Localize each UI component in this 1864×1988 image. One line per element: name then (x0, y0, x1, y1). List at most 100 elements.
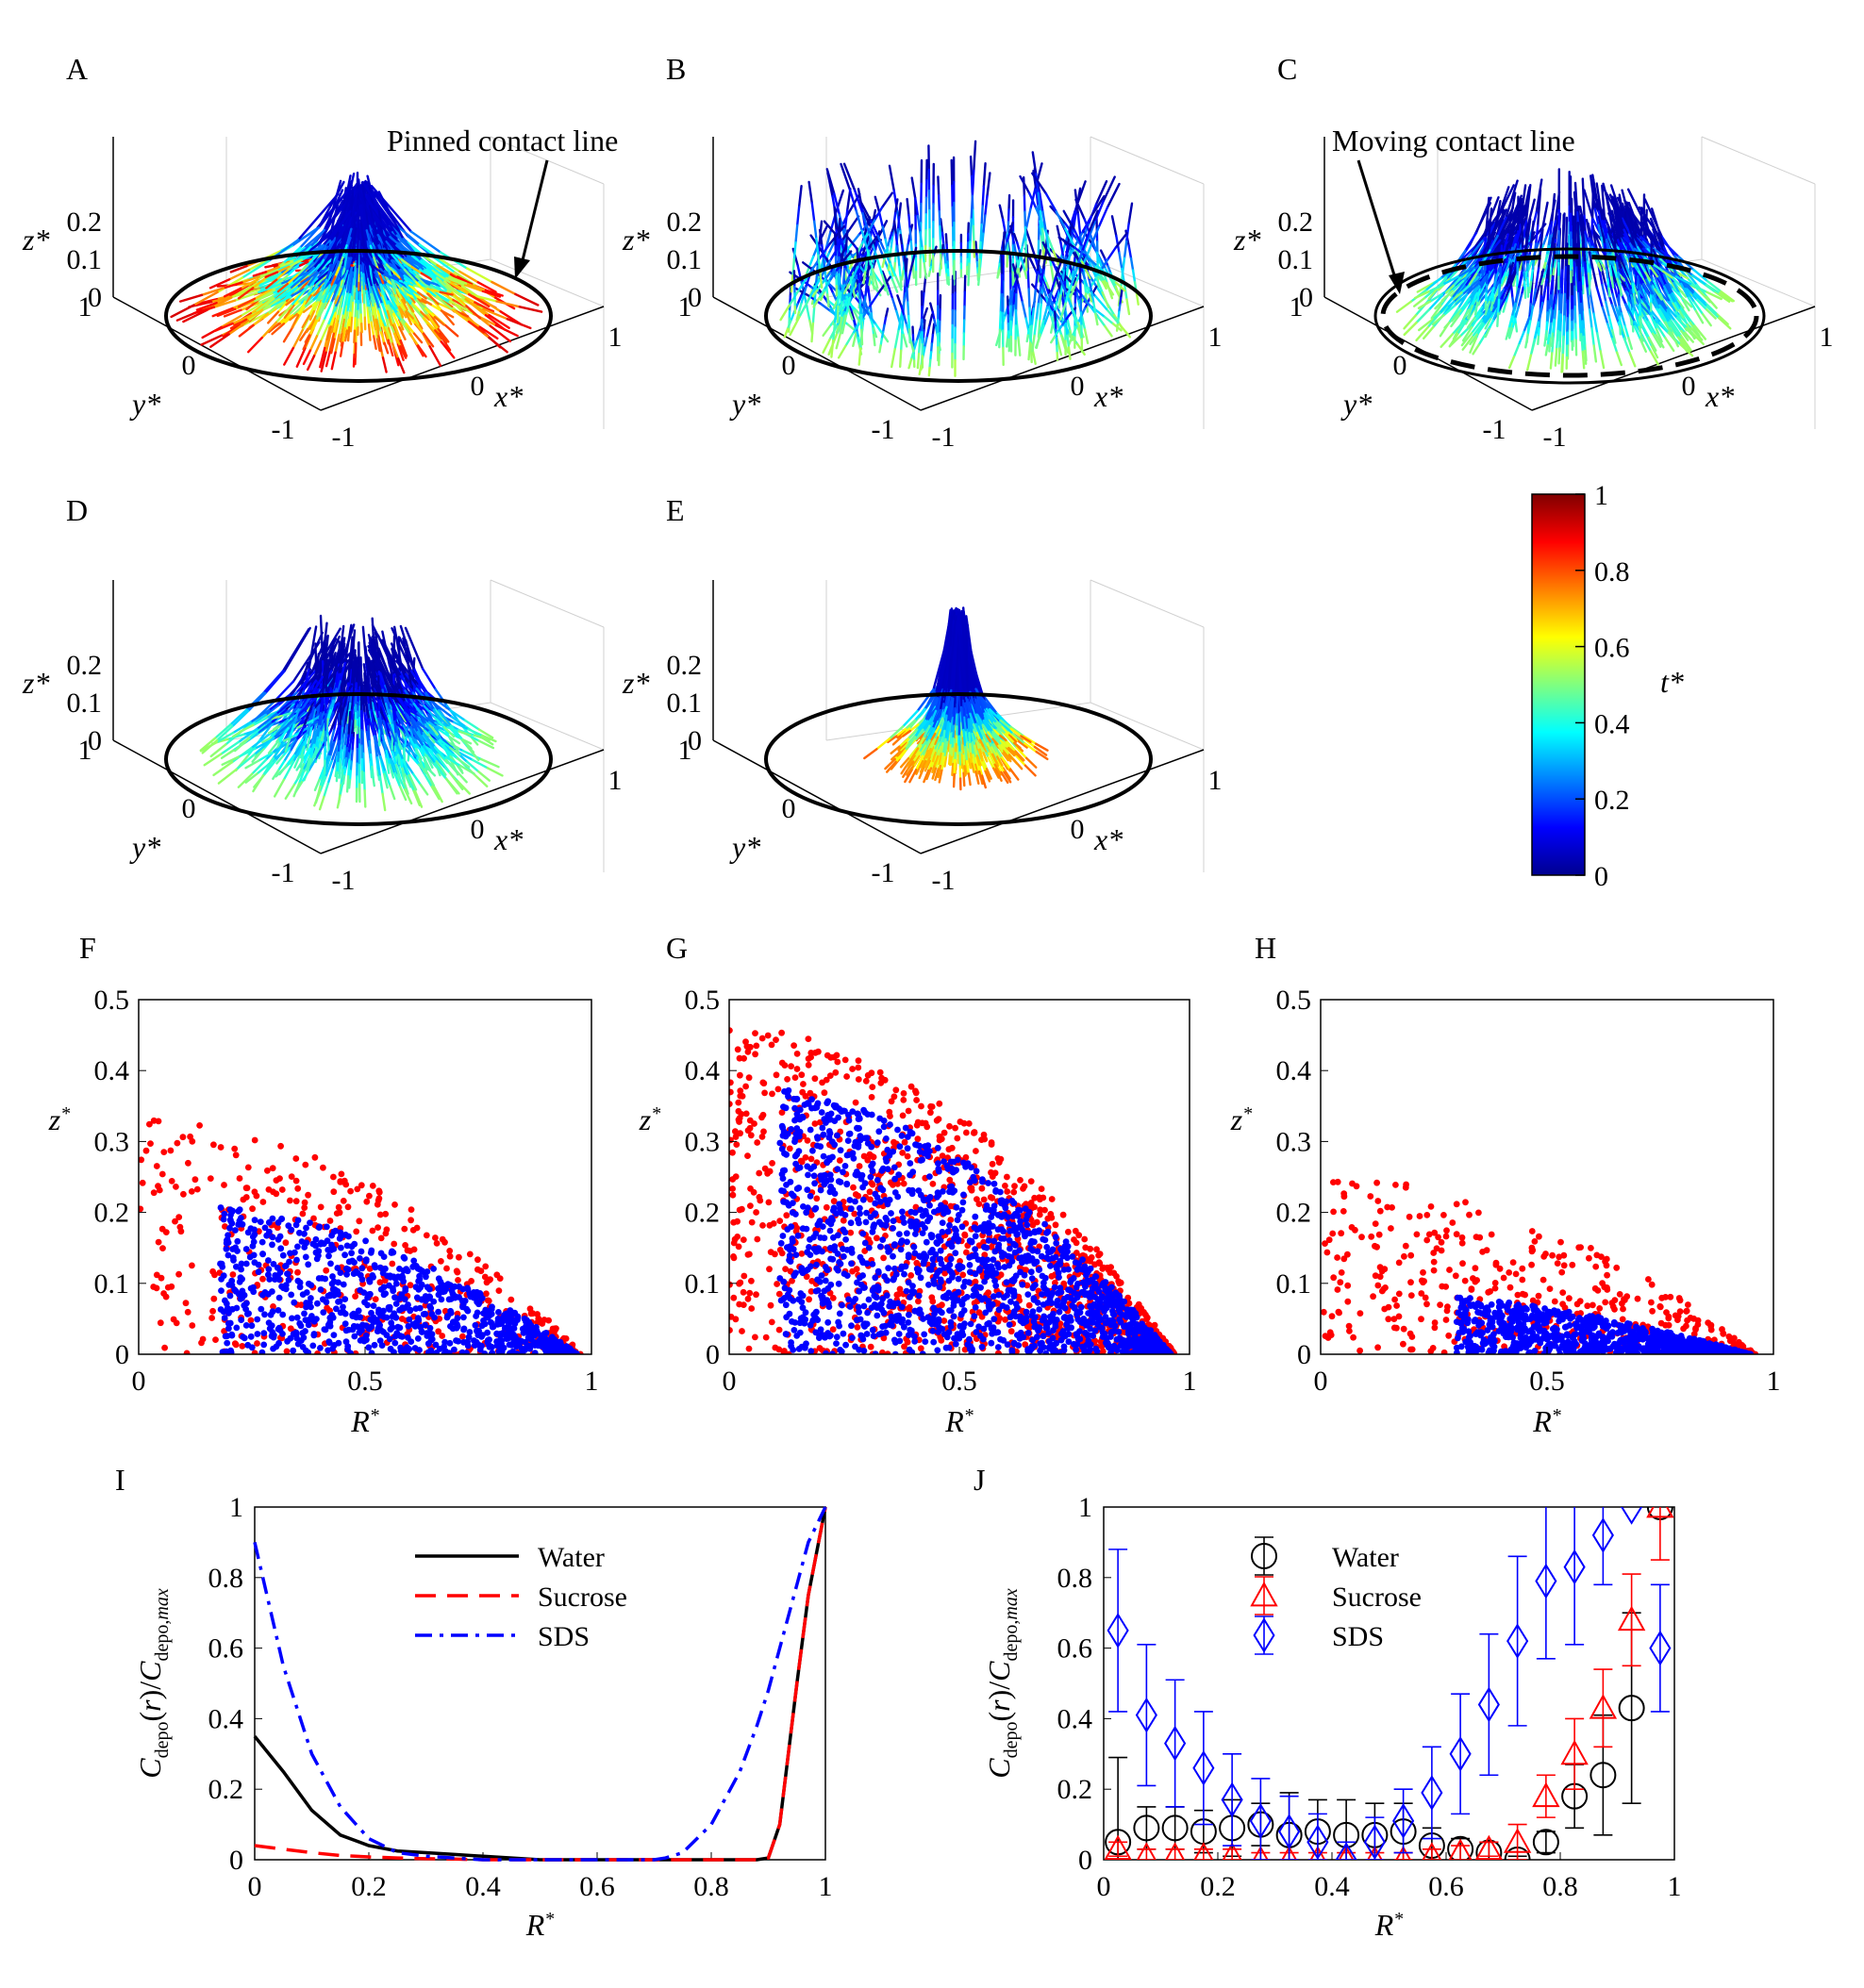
trajectory-segment (308, 302, 318, 317)
trajectory-segment (428, 311, 441, 328)
trajectory-segment (911, 264, 916, 279)
trajectory-segment (1045, 291, 1053, 308)
trajectory-segment (1081, 271, 1087, 282)
trajectory-segment (350, 188, 358, 231)
trajectory-segment (397, 357, 406, 374)
trajectory-segment (1067, 346, 1072, 360)
trajectory-segment (1106, 182, 1121, 209)
trajectory-segment (256, 283, 282, 294)
trajectory-segment (901, 270, 905, 281)
trajectory-segment (1580, 333, 1585, 354)
trajectory-segment (348, 271, 355, 296)
trajectory-segment (828, 285, 835, 295)
trajectory-segment (329, 251, 341, 274)
x-axis-label: x* (493, 822, 523, 856)
y-tick-label: 0 (1393, 350, 1407, 381)
trajectory-segment (420, 272, 433, 280)
trajectory-segment (466, 283, 487, 291)
trajectory-segment (907, 314, 911, 331)
trajectory-segment (428, 345, 442, 367)
trajectory-segment (302, 334, 311, 351)
trajectory-segment (342, 269, 349, 282)
trajectory-segment (334, 266, 341, 278)
trajectory-segment (288, 303, 302, 316)
trajectory-segment (348, 770, 352, 781)
trajectory-segment (875, 240, 884, 257)
y-axis-line (712, 296, 922, 411)
trajectory-segment (946, 268, 950, 279)
trajectory-segment (1627, 337, 1634, 350)
trajectory-segment (791, 257, 796, 277)
trajectory-segment (1610, 275, 1615, 289)
trajectory-segment (1523, 280, 1526, 291)
trajectory-segment (907, 301, 910, 318)
trajectory-segment (884, 307, 890, 319)
trajectory-segment (792, 241, 797, 261)
trajectory-segment (302, 305, 312, 313)
trajectory-segment (298, 260, 309, 267)
trajectory-segment (312, 340, 323, 357)
trajectory-segment (359, 303, 362, 316)
trajectory-segment (1030, 283, 1046, 301)
trajectory-segment (1586, 260, 1590, 275)
trajectory-segment (1523, 271, 1526, 283)
trajectory-segment (1550, 289, 1555, 309)
trajectory-segment (980, 205, 984, 226)
trajectory-segment (349, 295, 353, 314)
trajectory-segment (881, 259, 886, 269)
trajectory-segment (1037, 286, 1042, 306)
trajectory-segment (466, 267, 493, 284)
z-tick-label: 0.2 (67, 207, 103, 238)
trajectory-segment (973, 140, 977, 173)
trajectory-segment (295, 347, 307, 368)
panel-label-f: F (79, 931, 96, 965)
trajectory-segment (819, 270, 824, 290)
trajectory-segment (855, 209, 863, 232)
trajectory-segment (1114, 285, 1120, 294)
trajectory-segment (363, 303, 366, 319)
trajectory-segment (1427, 294, 1444, 311)
trajectory-segment (392, 312, 401, 329)
trajectory-segment (385, 325, 394, 345)
trajectory-segment (216, 307, 237, 318)
trajectory-segment (1563, 265, 1568, 295)
trajectory-segment (350, 227, 358, 259)
trajectory-segment (833, 192, 841, 216)
trajectory-segment (403, 268, 418, 284)
trajectory-segment (1023, 194, 1026, 213)
trajectory-segment (903, 255, 907, 274)
trajectory-segment (905, 272, 908, 290)
trajectory-segment (843, 209, 849, 231)
trajectory-segment (795, 310, 801, 322)
trajectory-segment (893, 329, 900, 351)
trajectory-segment (1674, 310, 1683, 323)
trajectory-segment (234, 300, 255, 310)
trajectory-segment (426, 292, 440, 306)
trajectory-segment (383, 341, 390, 355)
trajectory-segment (396, 343, 405, 361)
trajectory-segment (1030, 307, 1036, 327)
trajectory-segment (1026, 267, 1030, 290)
trajectory-segment (325, 263, 333, 281)
trajectory-segment (943, 253, 947, 266)
trajectory-segment (374, 283, 384, 306)
trajectory-segment (1118, 323, 1132, 339)
trajectory-segment (398, 306, 405, 319)
z-tick-label: 0.2 (667, 207, 703, 238)
trajectory-segment (1038, 190, 1044, 213)
trajectory-segment (1024, 270, 1028, 279)
trajectory-segment (797, 184, 803, 208)
panel-label-e: E (666, 493, 685, 527)
contact-line (164, 249, 553, 383)
trajectory-segment (1549, 267, 1553, 277)
trajectory-segment (899, 233, 904, 247)
trajectory-segment (1131, 269, 1137, 284)
trajectory-segment (887, 285, 894, 300)
trajectory-segment (338, 257, 344, 270)
trajectory-segment (421, 254, 439, 267)
trajectory-segment (1500, 275, 1507, 288)
trajectory-segment (1668, 300, 1677, 314)
trajectory-segment (339, 341, 344, 357)
trajectory-segment (308, 335, 319, 352)
trajectory-segment (1034, 173, 1040, 194)
